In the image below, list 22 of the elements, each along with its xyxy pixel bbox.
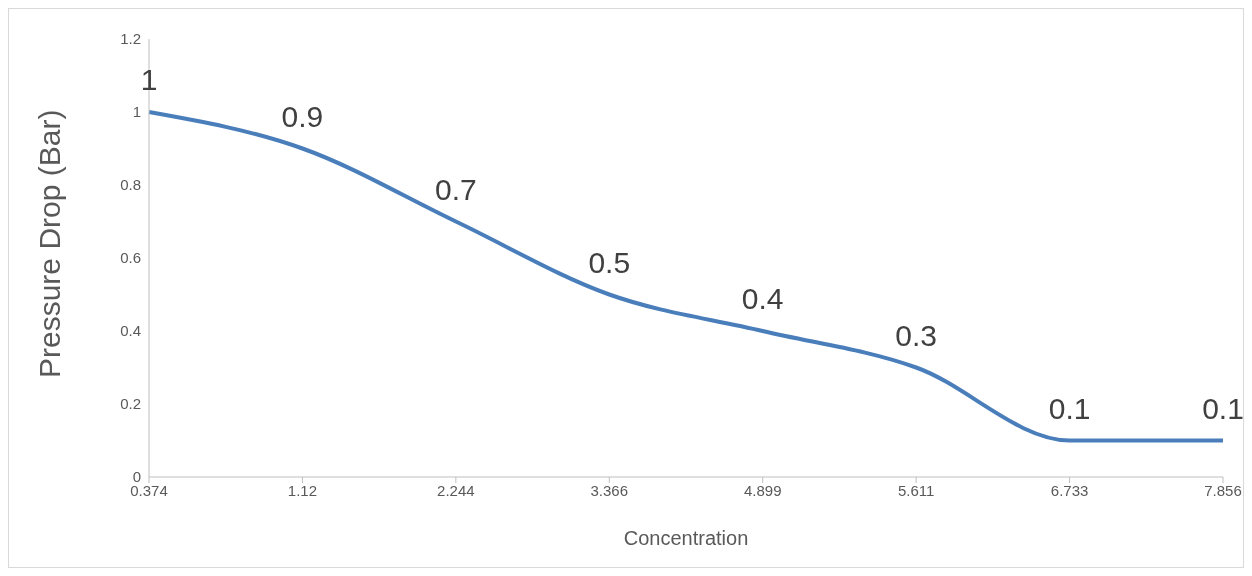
y-axis-title: Pressure Drop (Bar) xyxy=(32,109,66,378)
data-label: 0.1 xyxy=(1048,391,1091,425)
y-tick-label: 1 xyxy=(132,103,141,121)
y-tick-label: 0.4 xyxy=(120,322,141,340)
x-axis-title: Concentration xyxy=(623,527,749,549)
y-tick-label: 1.2 xyxy=(120,30,141,48)
data-label: 0.9 xyxy=(281,99,324,133)
x-tick-label: 6.733 xyxy=(1050,481,1089,499)
y-tick-label: 0.6 xyxy=(120,249,141,267)
x-tick-label: 7.856 xyxy=(1204,481,1242,499)
y-tick-label: 0.2 xyxy=(120,395,141,413)
x-tick-label: 3.366 xyxy=(590,481,629,499)
y-tick-label: 0.8 xyxy=(120,176,141,194)
x-tick-label: 2.244 xyxy=(437,481,475,499)
data-label: 0.4 xyxy=(741,282,784,315)
data-label: 0.7 xyxy=(435,172,477,206)
data-label: 0.1 xyxy=(1202,391,1244,425)
x-tick-label: 4.899 xyxy=(743,481,782,499)
x-tick-label: 5.611 xyxy=(897,481,935,499)
data-label: 0.5 xyxy=(588,245,631,279)
x-tick-label: 1.12 xyxy=(287,481,318,499)
data-label: 0.3 xyxy=(895,318,937,352)
